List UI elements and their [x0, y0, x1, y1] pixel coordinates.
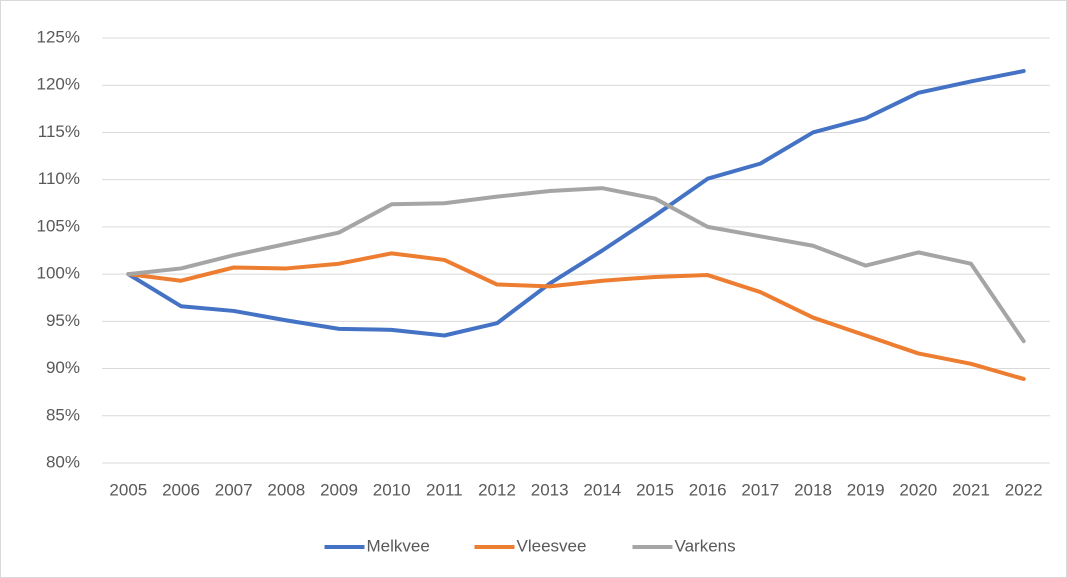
- y-tick-label: 125%: [37, 27, 80, 46]
- y-tick-label: 90%: [46, 358, 80, 377]
- y-tick-label: 105%: [37, 216, 80, 235]
- x-tick-label: 2006: [162, 480, 200, 499]
- x-tick-label: 2013: [531, 480, 569, 499]
- y-tick-label: 85%: [46, 405, 80, 424]
- x-tick-label: 2014: [583, 480, 621, 499]
- x-tick-label: 2011: [426, 480, 463, 499]
- legend-label: Melkvee: [367, 536, 430, 555]
- x-tick-label: 2019: [847, 480, 885, 499]
- y-tick-label: 95%: [46, 311, 80, 330]
- x-tick-label: 2021: [952, 480, 990, 499]
- y-tick-label: 110%: [38, 169, 80, 188]
- x-tick-label: 2017: [741, 480, 779, 499]
- y-tick-label: 100%: [37, 264, 80, 283]
- y-tick-label: 80%: [46, 452, 80, 471]
- x-tick-label: 2010: [373, 480, 411, 499]
- x-tick-label: 2012: [478, 480, 516, 499]
- x-tick-label: 2008: [267, 480, 305, 499]
- line-series: [126, 69, 1026, 338]
- x-tick-label: 2015: [636, 480, 674, 499]
- x-tick-label: 2018: [794, 480, 832, 499]
- x-tick-label: 2005: [109, 480, 147, 499]
- line-series: [126, 186, 1026, 344]
- y-tick-label: 120%: [37, 75, 80, 94]
- y-tick-label: 115%: [38, 122, 80, 141]
- x-tick-label: 2020: [899, 480, 937, 499]
- x-tick-label: 2016: [689, 480, 727, 499]
- x-tick-label: 2009: [320, 480, 358, 499]
- legend-label: Vleesvee: [517, 536, 587, 555]
- legend-label: Varkens: [675, 536, 736, 555]
- x-tick-label: 2022: [1005, 480, 1043, 499]
- line-series: [126, 251, 1026, 381]
- x-tick-label: 2007: [215, 480, 253, 499]
